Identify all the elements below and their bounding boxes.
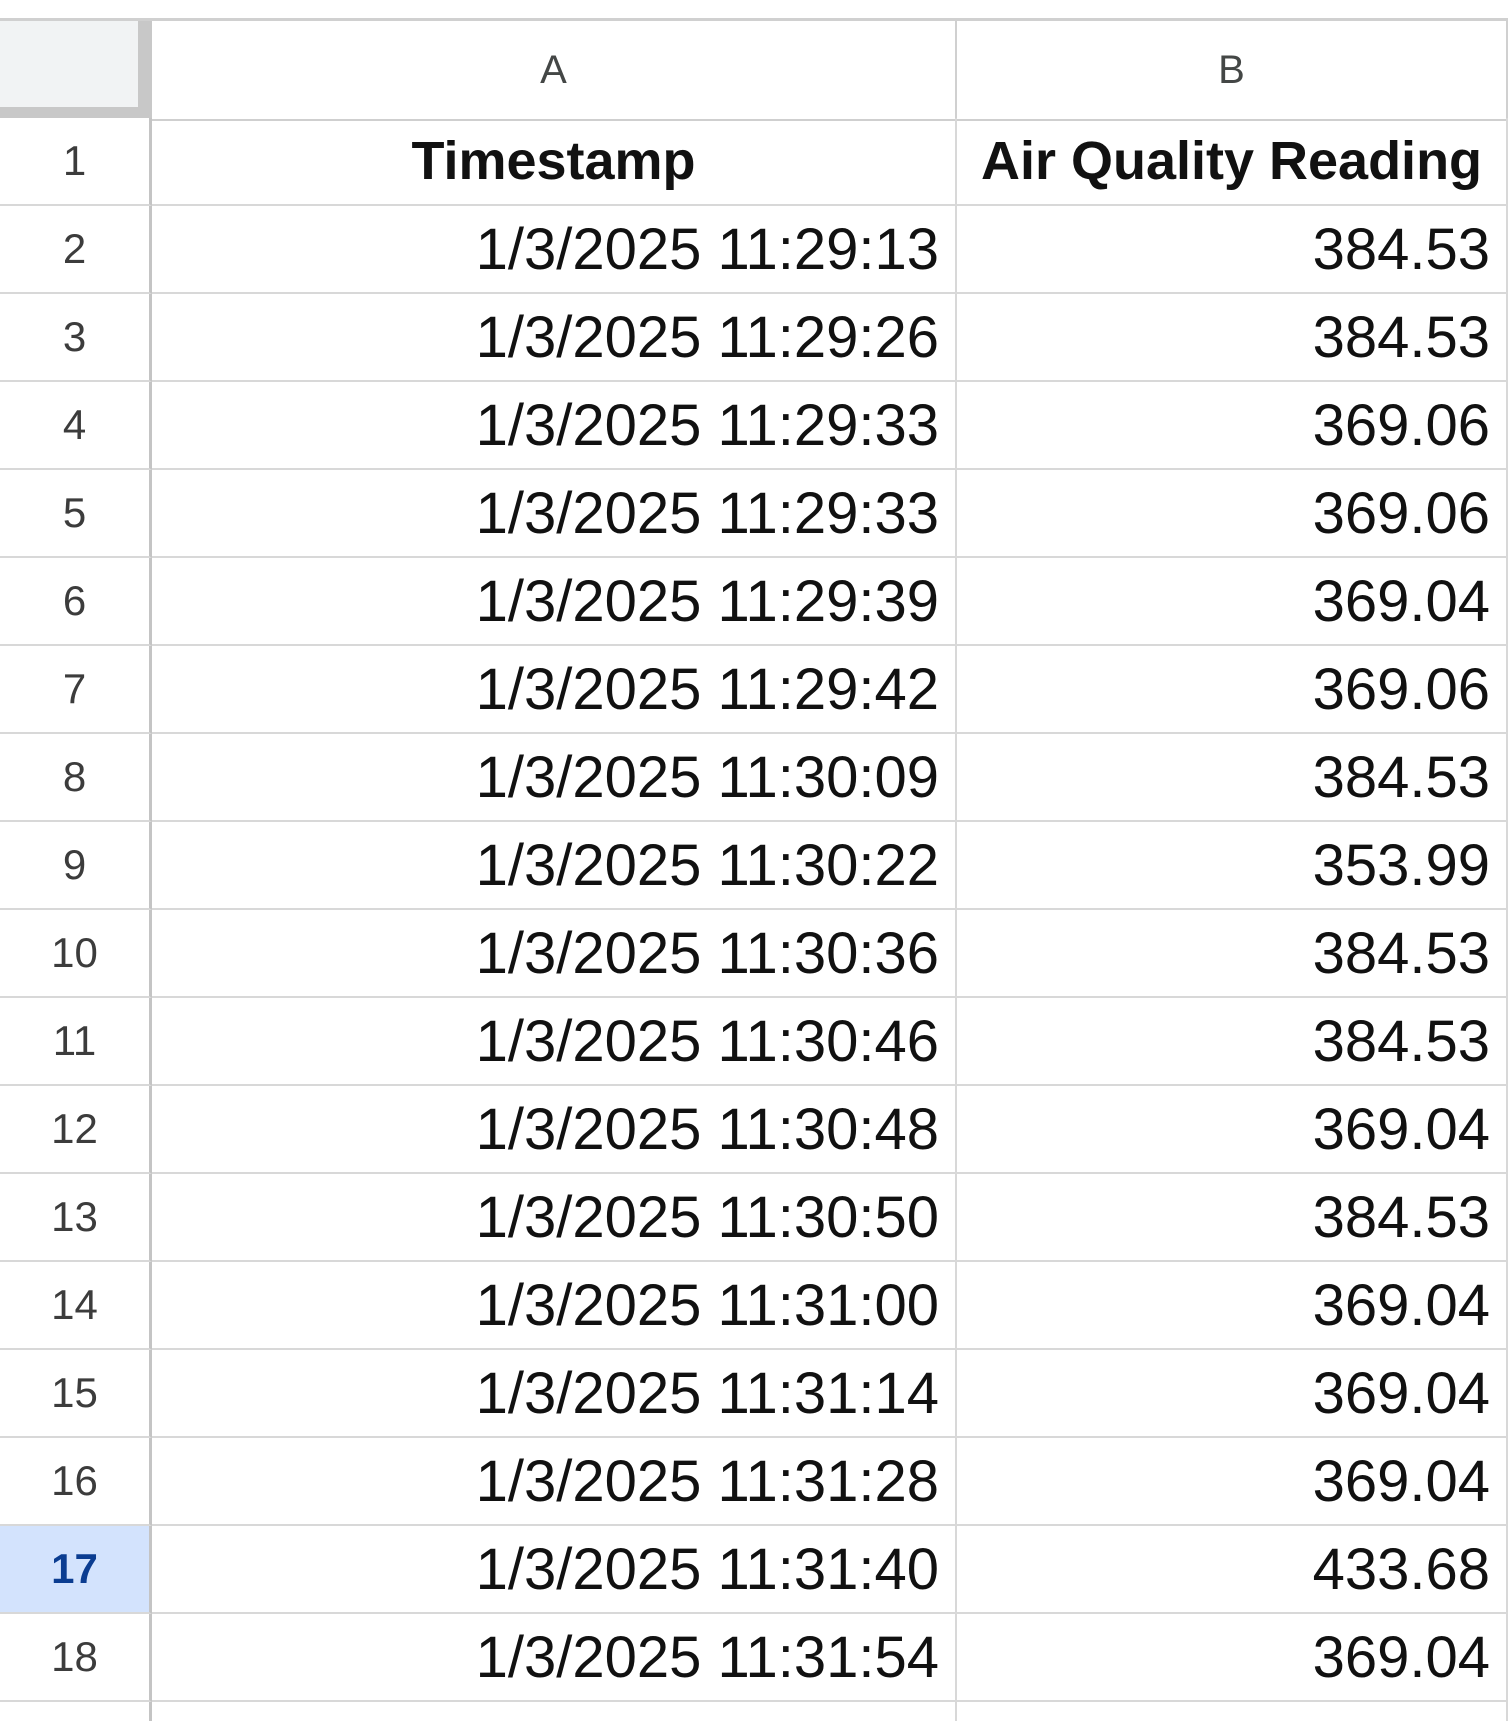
- row-header[interactable]: 13: [0, 1174, 152, 1262]
- reading-cell[interactable]: 384.53: [957, 910, 1508, 998]
- table-row: 16 1/3/2025 11:31:28 369.04: [0, 1438, 1508, 1526]
- reading-cell[interactable]: 369.04: [957, 1614, 1508, 1702]
- reading-cell[interactable]: [957, 1702, 1508, 1721]
- timestamp-cell[interactable]: 1/3/2025 11:30:09: [152, 734, 957, 822]
- reading-cell[interactable]: 384.53: [957, 734, 1508, 822]
- timestamp-cell[interactable]: 1/3/2025 11:29:13: [152, 206, 957, 294]
- table-row: 3 1/3/2025 11:29:26 384.53: [0, 294, 1508, 382]
- row-header[interactable]: 5: [0, 470, 152, 558]
- timestamp-cell[interactable]: 1/3/2025 11:31:54: [152, 1614, 957, 1702]
- table-row: 10 1/3/2025 11:30:36 384.53: [0, 910, 1508, 998]
- table-row: 6 1/3/2025 11:29:39 369.04: [0, 558, 1508, 646]
- timestamp-cell[interactable]: 1/3/2025 11:30:46: [152, 998, 957, 1086]
- row-header[interactable]: [0, 1702, 152, 1721]
- table-row: 14 1/3/2025 11:31:00 369.04: [0, 1262, 1508, 1350]
- row-header[interactable]: 10: [0, 910, 152, 998]
- table-row-cutoff: [0, 1702, 1508, 1721]
- row-header[interactable]: 17: [0, 1526, 152, 1614]
- reading-cell[interactable]: 384.53: [957, 998, 1508, 1086]
- cell-a1[interactable]: Timestamp: [152, 118, 957, 206]
- timestamp-cell[interactable]: 1/3/2025 11:30:22: [152, 822, 957, 910]
- reading-cell[interactable]: 369.06: [957, 646, 1508, 734]
- row-header[interactable]: 6: [0, 558, 152, 646]
- row-header[interactable]: 2: [0, 206, 152, 294]
- row-header[interactable]: 14: [0, 1262, 152, 1350]
- reading-cell[interactable]: 384.53: [957, 1174, 1508, 1262]
- table-row: 1 Timestamp Air Quality Reading: [0, 118, 1508, 206]
- cell-b1[interactable]: Air Quality Reading: [957, 118, 1508, 206]
- reading-cell[interactable]: 384.53: [957, 206, 1508, 294]
- table-row: 11 1/3/2025 11:30:46 384.53: [0, 998, 1508, 1086]
- reading-cell[interactable]: 369.04: [957, 1086, 1508, 1174]
- reading-cell[interactable]: 369.06: [957, 382, 1508, 470]
- table-row: 4 1/3/2025 11:29:33 369.06: [0, 382, 1508, 470]
- table-row: 7 1/3/2025 11:29:42 369.06: [0, 646, 1508, 734]
- row-header[interactable]: 3: [0, 294, 152, 382]
- row-header[interactable]: 1: [0, 118, 152, 206]
- timestamp-cell[interactable]: 1/3/2025 11:30:36: [152, 910, 957, 998]
- table-row: 5 1/3/2025 11:29:33 369.06: [0, 470, 1508, 558]
- column-letter: A: [540, 47, 567, 92]
- row-header[interactable]: 9: [0, 822, 152, 910]
- column-header-b[interactable]: B: [957, 21, 1508, 121]
- reading-cell[interactable]: 369.04: [957, 1262, 1508, 1350]
- table-row: 9 1/3/2025 11:30:22 353.99: [0, 822, 1508, 910]
- reading-cell[interactable]: 369.04: [957, 1350, 1508, 1438]
- timestamp-cell[interactable]: 1/3/2025 11:31:00: [152, 1262, 957, 1350]
- table-row: 13 1/3/2025 11:30:50 384.53: [0, 1174, 1508, 1262]
- row-header[interactable]: 16: [0, 1438, 152, 1526]
- timestamp-cell[interactable]: 1/3/2025 11:30:50: [152, 1174, 957, 1262]
- row-header[interactable]: 18: [0, 1614, 152, 1702]
- column-letter: B: [1218, 47, 1245, 92]
- reading-cell[interactable]: 369.04: [957, 558, 1508, 646]
- table-row: 15 1/3/2025 11:31:14 369.04: [0, 1350, 1508, 1438]
- reading-cell[interactable]: 433.68: [957, 1526, 1508, 1614]
- table-row: 17 1/3/2025 11:31:40 433.68: [0, 1526, 1508, 1614]
- select-all-corner[interactable]: [0, 21, 152, 121]
- table-row: 18 1/3/2025 11:31:54 369.04: [0, 1614, 1508, 1702]
- timestamp-cell[interactable]: 1/3/2025 11:29:39: [152, 558, 957, 646]
- timestamp-cell[interactable]: 1/3/2025 11:29:33: [152, 382, 957, 470]
- timestamp-cell[interactable]: 1/3/2025 11:29:33: [152, 470, 957, 558]
- timestamp-cell[interactable]: 1/3/2025 11:30:48: [152, 1086, 957, 1174]
- reading-cell[interactable]: 384.53: [957, 294, 1508, 382]
- table-row: 8 1/3/2025 11:30:09 384.53: [0, 734, 1508, 822]
- timestamp-cell[interactable]: [152, 1702, 957, 1721]
- timestamp-cell[interactable]: 1/3/2025 11:31:14: [152, 1350, 957, 1438]
- timestamp-cell[interactable]: 1/3/2025 11:29:42: [152, 646, 957, 734]
- column-header-row: A B: [0, 18, 1508, 121]
- timestamp-cell[interactable]: 1/3/2025 11:29:26: [152, 294, 957, 382]
- row-header[interactable]: 4: [0, 382, 152, 470]
- reading-cell[interactable]: 369.04: [957, 1438, 1508, 1526]
- row-header[interactable]: 7: [0, 646, 152, 734]
- table-row: 2 1/3/2025 11:29:13 384.53: [0, 206, 1508, 294]
- reading-cell[interactable]: 353.99: [957, 822, 1508, 910]
- row-header[interactable]: 15: [0, 1350, 152, 1438]
- column-header-a[interactable]: A: [152, 21, 957, 121]
- row-header[interactable]: 11: [0, 998, 152, 1086]
- timestamp-cell[interactable]: 1/3/2025 11:31:28: [152, 1438, 957, 1526]
- row-header[interactable]: 8: [0, 734, 152, 822]
- reading-cell[interactable]: 369.06: [957, 470, 1508, 558]
- row-header[interactable]: 12: [0, 1086, 152, 1174]
- timestamp-cell[interactable]: 1/3/2025 11:31:40: [152, 1526, 957, 1614]
- table-row: 12 1/3/2025 11:30:48 369.04: [0, 1086, 1508, 1174]
